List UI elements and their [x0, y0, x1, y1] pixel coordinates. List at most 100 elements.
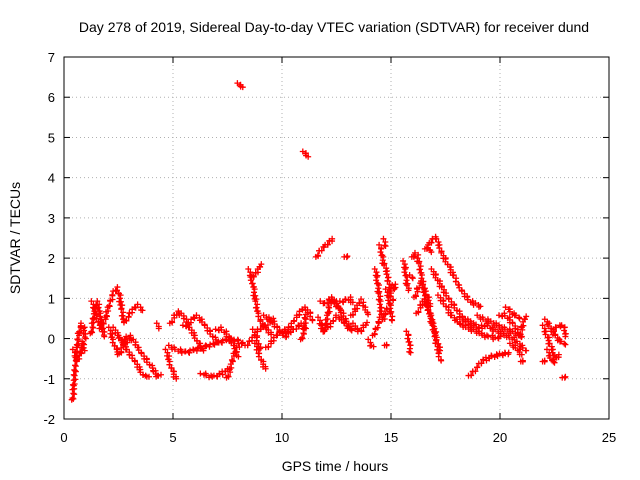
- data-point: [418, 278, 425, 285]
- data-point: [197, 370, 204, 377]
- data-point: [539, 322, 546, 329]
- data-point: [236, 344, 243, 351]
- data-point: [390, 297, 397, 304]
- data-point: [123, 317, 130, 324]
- data-point: [403, 282, 410, 289]
- data-point: [553, 324, 560, 331]
- data-point: [116, 295, 123, 302]
- data-point: [77, 348, 84, 355]
- data-point: [516, 315, 523, 322]
- data-points: [68, 80, 569, 403]
- data-point: [72, 363, 79, 370]
- data-point: [380, 261, 387, 268]
- data-point: [427, 313, 434, 320]
- data-point: [561, 327, 568, 334]
- data-point: [293, 326, 300, 333]
- data-point: [478, 360, 485, 367]
- data-point: [287, 329, 294, 336]
- data-point: [274, 332, 281, 339]
- data-point: [153, 320, 160, 327]
- data-point: [483, 332, 490, 339]
- data-point: [94, 298, 101, 305]
- x-tick-label: 10: [275, 430, 289, 445]
- data-point: [551, 359, 558, 366]
- data-point: [407, 349, 414, 356]
- data-point: [314, 252, 321, 259]
- data-point: [371, 330, 378, 337]
- data-point: [88, 298, 95, 305]
- data-point: [485, 333, 492, 340]
- data-point: [71, 381, 78, 387]
- data-point: [561, 340, 568, 347]
- data-point: [76, 328, 83, 335]
- data-point: [96, 313, 103, 320]
- data-point: [264, 322, 271, 329]
- data-point: [69, 395, 76, 402]
- data-point: [258, 261, 265, 268]
- data-point: [125, 313, 132, 320]
- data-point: [370, 343, 377, 350]
- data-point: [268, 331, 275, 338]
- data-point: [517, 330, 524, 337]
- data-point: [477, 303, 484, 310]
- y-axis-label: SDTVAR / TECUs: [7, 182, 23, 294]
- data-point: [405, 287, 412, 294]
- data-point: [134, 301, 141, 308]
- data-point: [301, 314, 308, 321]
- data-point: [244, 342, 251, 349]
- x-tick-label: 5: [169, 430, 176, 445]
- data-point: [109, 291, 116, 298]
- data-point: [376, 301, 383, 308]
- data-point: [436, 245, 443, 252]
- data-point: [435, 353, 442, 360]
- data-point: [375, 318, 382, 325]
- x-tick-label: 20: [493, 430, 507, 445]
- data-point: [90, 324, 97, 331]
- y-tick-label: -1: [43, 372, 55, 387]
- x-tick-label: 15: [384, 430, 398, 445]
- data-point: [71, 366, 78, 373]
- y-tick-label: 7: [48, 50, 55, 65]
- data-point: [437, 347, 444, 354]
- data-point: [178, 349, 185, 356]
- data-point: [403, 328, 410, 335]
- axis-ticks: 0 5 10 15 20 25 -2 -1 0 1 2 3 4 5 6 7: [43, 50, 616, 445]
- data-point: [225, 372, 232, 379]
- data-point: [562, 341, 569, 348]
- data-point: [305, 153, 312, 160]
- data-point: [518, 351, 525, 358]
- data-point: [168, 318, 175, 325]
- data-point: [502, 350, 509, 357]
- data-point: [253, 337, 260, 344]
- data-point: [262, 365, 269, 372]
- data-point: [472, 368, 479, 375]
- data-point: [405, 332, 412, 339]
- data-point: [389, 317, 396, 324]
- data-point: [557, 323, 564, 330]
- data-point: [139, 307, 146, 314]
- data-point: [400, 257, 407, 264]
- x-tick-label: 0: [60, 430, 67, 445]
- data-point: [543, 346, 550, 353]
- data-point: [203, 343, 210, 350]
- data-point: [307, 313, 314, 320]
- data-point: [555, 351, 562, 358]
- data-point: [546, 340, 553, 347]
- data-point: [79, 338, 86, 345]
- data-point: [302, 311, 309, 318]
- data-point: [358, 296, 365, 303]
- data-point: [346, 325, 353, 332]
- data-point: [542, 331, 549, 338]
- data-point: [89, 324, 96, 331]
- data-point: [433, 337, 440, 344]
- data-point: [561, 324, 568, 331]
- data-point: [69, 346, 76, 353]
- chart-title: Day 278 of 2019, Sidereal Day-to-day VTE…: [79, 19, 589, 35]
- data-point: [452, 278, 459, 285]
- data-point: [162, 346, 169, 353]
- data-point: [382, 286, 389, 293]
- data-point: [255, 353, 262, 360]
- data-point: [183, 323, 190, 330]
- data-point: [377, 298, 384, 305]
- data-point: [373, 274, 380, 281]
